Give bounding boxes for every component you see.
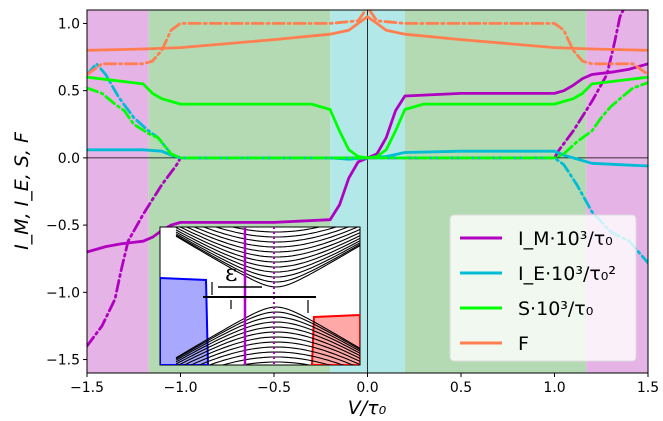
series-layer	[87, 10, 648, 348]
region-0	[87, 10, 149, 373]
band-line	[175, 311, 360, 360]
band-line	[214, 227, 338, 238]
band-line	[175, 233, 360, 278]
legend-label-3: F	[518, 333, 529, 355]
x-tick-label: −1.0	[164, 380, 198, 396]
series-line-7	[87, 10, 648, 76]
band-line	[220, 356, 332, 365]
x-tick-label: 0.0	[356, 380, 378, 396]
legend: I_M·10³/τ₀ I_E·10³/τ₀² S·10³/τ₀ F	[449, 214, 637, 362]
band-line	[175, 227, 360, 263]
series-line-4	[87, 75, 648, 160]
y-tick-label: −0.5	[46, 218, 80, 234]
inset-epsilon-label: ε	[225, 259, 237, 287]
band-line	[189, 341, 360, 365]
band-line	[183, 336, 360, 365]
x-axis-label: V/τ₀	[348, 397, 387, 419]
band-line	[175, 316, 360, 361]
x-tick-label: 0.5	[450, 380, 472, 396]
legend-box	[449, 214, 637, 362]
band-line	[175, 235, 360, 288]
band-line	[175, 231, 360, 273]
band-line	[230, 227, 322, 233]
band-line	[175, 306, 360, 359]
x-tick-label: 1.0	[543, 380, 565, 396]
y-tick-label: 1.0	[58, 16, 80, 32]
band-line	[202, 227, 350, 243]
x-tick-label: −1.5	[70, 380, 104, 396]
band-line	[207, 351, 345, 365]
ticks: −1.5 −1.0 −0.5 0.0 0.5 1.0 1.5 −1.5 −1.0 −0.5 0.0 0…	[46, 16, 659, 396]
band-line	[192, 227, 360, 248]
band-line	[175, 326, 360, 365]
x-tick-label: 1.5	[637, 380, 659, 396]
x-tick-label: −0.5	[257, 380, 291, 396]
band-line	[177, 331, 360, 365]
y-tick-label: 0.5	[58, 84, 80, 100]
y-tick-label: −1.0	[46, 285, 80, 301]
band-line	[197, 346, 355, 365]
y-tick-label: −1.5	[46, 353, 80, 369]
band-line	[178, 227, 360, 258]
y-tick-label: 0.0	[58, 151, 80, 167]
series-line-6	[87, 15, 648, 52]
legend-label-1: I_E·10³/τ₀²	[518, 263, 616, 285]
band-line	[175, 321, 360, 363]
series-line-5	[87, 81, 648, 160]
band-line	[175, 229, 360, 268]
legend-label-0: I_M·10³/τ₀	[518, 228, 613, 250]
legend-label-2: S·10³/τ₀	[518, 298, 593, 320]
inset-diagram: ε	[159, 226, 361, 366]
left-reservoir	[160, 276, 210, 365]
band-line	[185, 227, 360, 253]
band-lines	[175, 227, 360, 365]
band-line	[175, 234, 360, 283]
band-line	[239, 361, 313, 365]
y-axis-label: I_M, I_E, S, F	[11, 131, 33, 250]
